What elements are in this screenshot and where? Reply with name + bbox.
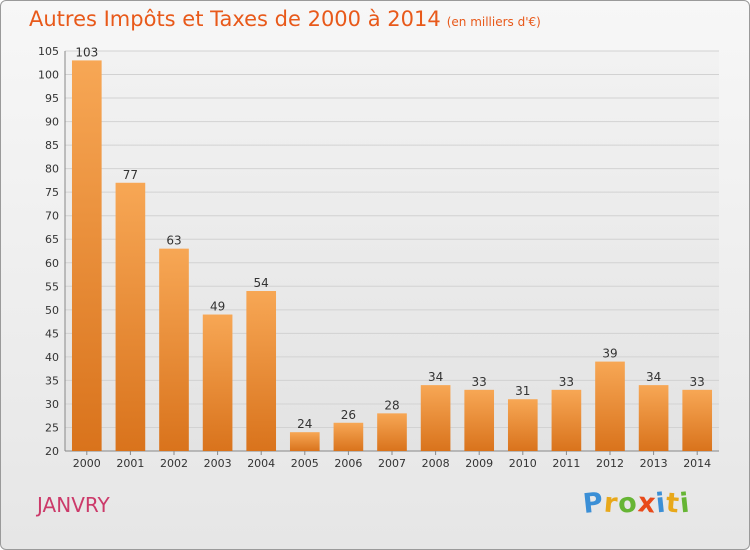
y-tick-label: 75 bbox=[45, 186, 59, 199]
bar-2005 bbox=[289, 432, 320, 451]
y-tick-label: 55 bbox=[45, 280, 59, 293]
logo-letter: P bbox=[581, 486, 606, 521]
x-tick-label: 2009 bbox=[465, 457, 493, 470]
x-tick-label: 2014 bbox=[683, 457, 711, 470]
y-tick-label: 25 bbox=[45, 421, 59, 434]
y-tick-label: 65 bbox=[45, 233, 59, 246]
y-tick-label: 60 bbox=[45, 257, 59, 270]
data-label: 33 bbox=[690, 375, 705, 389]
x-tick-label: 2012 bbox=[596, 457, 624, 470]
chart-title: Autres Impôts et Taxes de 2000 à 2014 bbox=[29, 7, 441, 31]
bar-2012 bbox=[595, 361, 625, 451]
data-label: 63 bbox=[166, 234, 181, 248]
y-tick-label: 35 bbox=[45, 374, 59, 387]
x-tick-label: 2008 bbox=[422, 457, 450, 470]
chart-title-block: Autres Impôts et Taxes de 2000 à 2014 (en… bbox=[29, 7, 541, 31]
proxiti-logo: Proxiti bbox=[581, 486, 693, 521]
data-label: 103 bbox=[75, 45, 98, 59]
data-label: 24 bbox=[297, 417, 312, 431]
x-tick-label: 2011 bbox=[552, 457, 580, 470]
y-tick-label: 40 bbox=[45, 351, 59, 364]
bar-2002 bbox=[159, 248, 189, 451]
y-tick-label: 70 bbox=[45, 210, 59, 223]
commune-name: JANVRY bbox=[37, 493, 110, 517]
logo-letter: i bbox=[678, 487, 693, 520]
bar-2008 bbox=[420, 385, 451, 451]
bar-2007 bbox=[377, 413, 407, 451]
data-label: 34 bbox=[646, 370, 661, 384]
y-tick-label: 85 bbox=[45, 139, 59, 152]
data-label: 34 bbox=[428, 370, 443, 384]
bar-2011 bbox=[551, 389, 582, 451]
y-tick-label: 45 bbox=[45, 327, 59, 340]
bar-2000 bbox=[71, 60, 102, 451]
chart-unit: (en milliers d'€) bbox=[446, 15, 541, 29]
x-tick-label: 2003 bbox=[204, 457, 232, 470]
bar-2009 bbox=[464, 389, 495, 451]
y-tick-label: 90 bbox=[45, 116, 59, 129]
y-tick-label: 105 bbox=[38, 45, 59, 58]
x-tick-label: 2004 bbox=[247, 457, 275, 470]
x-tick-label: 2001 bbox=[116, 457, 144, 470]
x-tick-label: 2010 bbox=[509, 457, 537, 470]
data-label: 26 bbox=[341, 408, 356, 422]
data-label: 54 bbox=[254, 276, 269, 290]
bar-2006 bbox=[333, 422, 364, 451]
data-label: 28 bbox=[384, 398, 399, 412]
y-tick-label: 100 bbox=[38, 69, 59, 82]
data-label: 77 bbox=[123, 168, 138, 182]
x-tick-label: 2000 bbox=[73, 457, 101, 470]
data-label: 33 bbox=[559, 375, 574, 389]
data-label: 31 bbox=[515, 384, 530, 398]
x-tick-label: 2002 bbox=[160, 457, 188, 470]
data-label: 49 bbox=[210, 300, 225, 314]
x-tick-label: 2005 bbox=[291, 457, 319, 470]
y-tick-label: 80 bbox=[45, 163, 59, 176]
x-tick-label: 2013 bbox=[640, 457, 668, 470]
data-label: 33 bbox=[472, 375, 487, 389]
x-tick-label: 2007 bbox=[378, 457, 406, 470]
bar-2004 bbox=[246, 291, 277, 451]
y-tick-label: 50 bbox=[45, 304, 59, 317]
logo-letter: o bbox=[616, 487, 640, 520]
bar-2010 bbox=[507, 399, 538, 451]
y-tick-label: 95 bbox=[45, 92, 59, 105]
bar-2003 bbox=[202, 314, 233, 451]
x-tick-label: 2006 bbox=[334, 457, 362, 470]
bar-2014 bbox=[682, 389, 713, 451]
bar-2001 bbox=[115, 182, 146, 451]
y-tick-label: 30 bbox=[45, 398, 59, 411]
data-label: 39 bbox=[602, 347, 617, 361]
bar-2013 bbox=[638, 385, 669, 451]
y-tick-label: 20 bbox=[45, 445, 59, 458]
